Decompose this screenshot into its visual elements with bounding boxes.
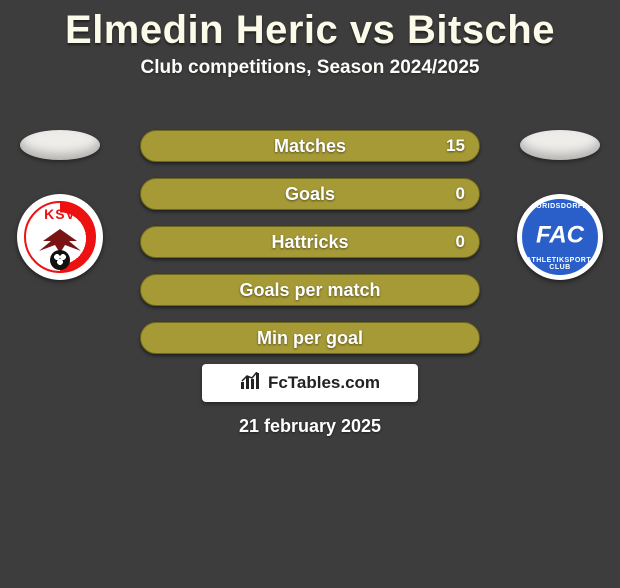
- stat-bar-goals: Goals 0: [140, 178, 480, 210]
- page-subtitle: Club competitions, Season 2024/2025: [0, 57, 620, 79]
- stat-label: Matches: [141, 131, 479, 161]
- stat-label: Goals per match: [141, 275, 479, 305]
- stat-bar-min-per-goal: Min per goal: [140, 322, 480, 354]
- player-left-column: [10, 130, 110, 280]
- player-right-column: FLORIDSDORFER FAC ATHLETIKSPORT-CLUB: [510, 130, 610, 280]
- stat-label: Goals: [141, 179, 479, 209]
- fctables-link[interactable]: FcTables.com: [202, 364, 418, 402]
- comparison-date: 21 february 2025: [0, 416, 620, 437]
- stat-bars: Matches 15 Goals 0 Hattricks 0 Goals per…: [140, 130, 480, 370]
- ksv-ball-icon: [50, 250, 70, 270]
- stat-label: Min per goal: [141, 323, 479, 353]
- fac-text: FAC: [517, 222, 603, 250]
- player-right-avatar-placeholder: [520, 130, 600, 160]
- comparison-card: Elmedin Heric vs Bitsche Club competitio…: [0, 8, 620, 588]
- stat-bar-goals-per-match: Goals per match: [140, 274, 480, 306]
- stat-bar-hattricks: Hattricks 0: [140, 226, 480, 258]
- fac-arc-top: FLORIDSDORFER: [517, 203, 603, 210]
- page-title: Elmedin Heric vs Bitsche: [0, 8, 620, 53]
- fac-arc-bottom: ATHLETIKSPORT-CLUB: [517, 257, 603, 271]
- player-left-avatar-placeholder: [20, 130, 100, 160]
- stat-bar-matches: Matches 15: [140, 130, 480, 162]
- stat-value-right: 15: [446, 131, 465, 161]
- club-badge-left[interactable]: [17, 194, 103, 280]
- stat-value-right: 0: [456, 179, 465, 209]
- stat-label: Hattricks: [141, 227, 479, 257]
- club-badge-right[interactable]: FLORIDSDORFER FAC ATHLETIKSPORT-CLUB: [517, 194, 603, 280]
- fctables-bars-icon: [240, 372, 268, 395]
- stat-value-right: 0: [456, 227, 465, 257]
- fctables-label: FcTables.com: [268, 373, 380, 393]
